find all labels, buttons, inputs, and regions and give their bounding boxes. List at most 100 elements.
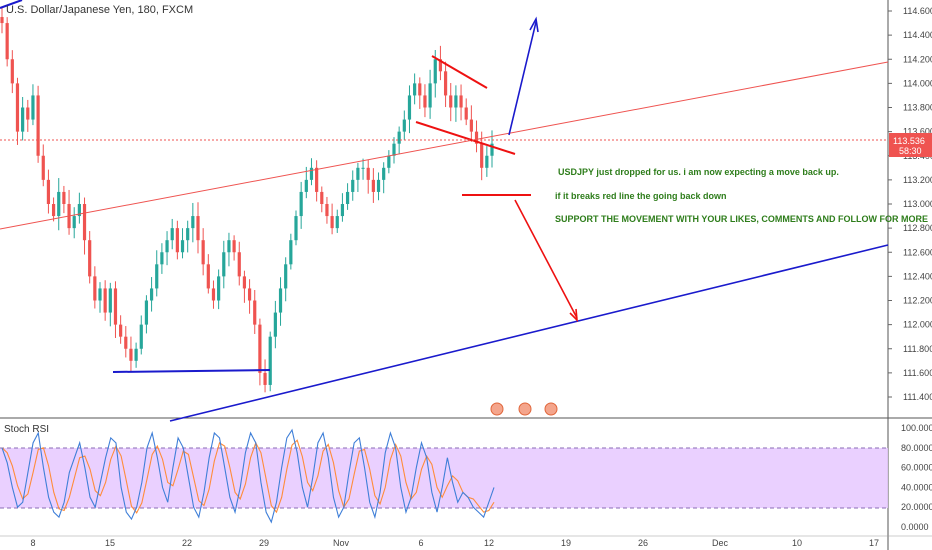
candle-body bbox=[289, 240, 293, 265]
candle-body bbox=[160, 252, 164, 265]
candle-body bbox=[376, 179, 381, 192]
candle-body bbox=[325, 204, 329, 217]
candle-body bbox=[490, 143, 494, 156]
candle-body bbox=[201, 240, 205, 265]
candle-body bbox=[438, 59, 443, 72]
time-tick-label: 19 bbox=[561, 538, 571, 548]
price-tick-label: 111.600 bbox=[903, 368, 932, 378]
candle-body bbox=[345, 191, 350, 204]
candle-body bbox=[237, 252, 241, 277]
event-marker-dividends[interactable] bbox=[518, 402, 532, 416]
time-tick-label: 17 bbox=[869, 538, 879, 548]
candle-body bbox=[51, 204, 56, 217]
stoch-tick-label: 20.0000 bbox=[901, 502, 932, 512]
candle-body bbox=[5, 23, 9, 60]
time-tick-label: Nov bbox=[333, 538, 350, 548]
candle-body bbox=[392, 143, 396, 156]
candle-body bbox=[366, 167, 370, 180]
red-flag-upper[interactable] bbox=[431, 55, 488, 89]
stoch-title: Stoch RSI bbox=[4, 424, 49, 435]
candle-body bbox=[253, 300, 257, 325]
candle-body bbox=[258, 324, 262, 373]
event-marker-earnings[interactable] bbox=[490, 402, 504, 416]
price-tick-label: 111.800 bbox=[903, 344, 932, 354]
candle-body bbox=[382, 167, 386, 180]
red-down-arrow[interactable] bbox=[514, 199, 578, 319]
candle-body bbox=[418, 83, 422, 96]
candle-body bbox=[433, 59, 437, 84]
stoch-tick-label: 80.0000 bbox=[901, 443, 932, 453]
candle-body bbox=[294, 216, 298, 241]
price-tick-label: 113.600 bbox=[903, 127, 932, 137]
stoch-tick-label: 0.0000 bbox=[901, 522, 929, 532]
red-arrowhead bbox=[569, 308, 578, 323]
price-panel bbox=[0, 0, 888, 418]
candle-body bbox=[139, 324, 143, 349]
candle-body bbox=[356, 167, 360, 180]
candle-body bbox=[449, 95, 453, 108]
candle-body bbox=[273, 312, 277, 337]
event-markers[interactable] bbox=[490, 402, 558, 416]
candle-body bbox=[485, 155, 489, 168]
candle-body bbox=[443, 71, 448, 96]
candle-body bbox=[88, 240, 92, 277]
candle-body bbox=[413, 83, 417, 96]
candle-body bbox=[402, 119, 406, 132]
candle-body bbox=[320, 191, 324, 204]
candle-body bbox=[175, 228, 179, 253]
price-tick-label: 112.000 bbox=[903, 320, 932, 330]
stoch-layer bbox=[1, 428, 495, 524]
candle-body bbox=[361, 167, 365, 169]
stoch-d-line bbox=[1, 439, 495, 514]
time-tick-label: 22 bbox=[182, 538, 192, 548]
note-break-red: if it breaks red line the going back dow… bbox=[555, 191, 727, 201]
candle-layer bbox=[0, 7, 494, 393]
candle-body bbox=[309, 167, 314, 180]
blue-bottom-line[interactable] bbox=[112, 369, 271, 373]
candle-body bbox=[93, 276, 97, 301]
candle-body bbox=[351, 179, 355, 192]
blue-support-line[interactable] bbox=[169, 244, 889, 422]
candle-body bbox=[284, 264, 288, 289]
red-flag-lower[interactable] bbox=[415, 121, 516, 155]
symbol-title: U.S. Dollar/Japanese Yen, 180, FXCM bbox=[6, 4, 193, 16]
candle-body bbox=[227, 240, 231, 253]
candle-body bbox=[108, 288, 112, 313]
time-tick-label: 29 bbox=[259, 538, 269, 548]
candle-body bbox=[46, 179, 51, 204]
candle-body bbox=[474, 131, 479, 144]
candle-body bbox=[103, 288, 107, 313]
red-trendline-long[interactable] bbox=[0, 61, 889, 230]
time-tick-label: 26 bbox=[638, 538, 648, 548]
time-tick-label: 10 bbox=[792, 538, 802, 548]
candle-body bbox=[10, 59, 14, 84]
time-tick-label: 15 bbox=[105, 538, 115, 548]
candle-body bbox=[407, 95, 412, 120]
candle-body bbox=[41, 155, 45, 180]
price-tick-label: 113.200 bbox=[903, 175, 932, 185]
candle-body bbox=[196, 216, 200, 241]
candle-body bbox=[206, 264, 210, 289]
candle-body bbox=[57, 191, 61, 217]
time-tick-label: Dec bbox=[712, 538, 729, 548]
price-tick-label: 114.200 bbox=[903, 54, 932, 64]
event-marker-splits[interactable] bbox=[544, 402, 558, 416]
candle-body bbox=[134, 348, 138, 361]
candle-body bbox=[119, 324, 123, 337]
candle-body bbox=[217, 276, 221, 301]
candle-body bbox=[82, 204, 87, 241]
stoch-tick-label: 60.0000 bbox=[901, 463, 932, 473]
candle-body bbox=[186, 228, 190, 241]
candle-body bbox=[170, 228, 174, 241]
candle-body bbox=[247, 288, 252, 301]
blue-topleft-line[interactable] bbox=[0, 0, 23, 9]
blue-up-arrow[interactable] bbox=[508, 21, 537, 136]
price-tick-label: 112.400 bbox=[903, 271, 932, 281]
stoch-tick-label: 40.0000 bbox=[901, 482, 932, 492]
candle-body bbox=[454, 95, 458, 108]
last-price-value: 113.536 bbox=[893, 136, 925, 146]
candle-body bbox=[0, 17, 4, 24]
candle-body bbox=[77, 204, 81, 217]
price-tick-label: 114.000 bbox=[903, 78, 932, 88]
